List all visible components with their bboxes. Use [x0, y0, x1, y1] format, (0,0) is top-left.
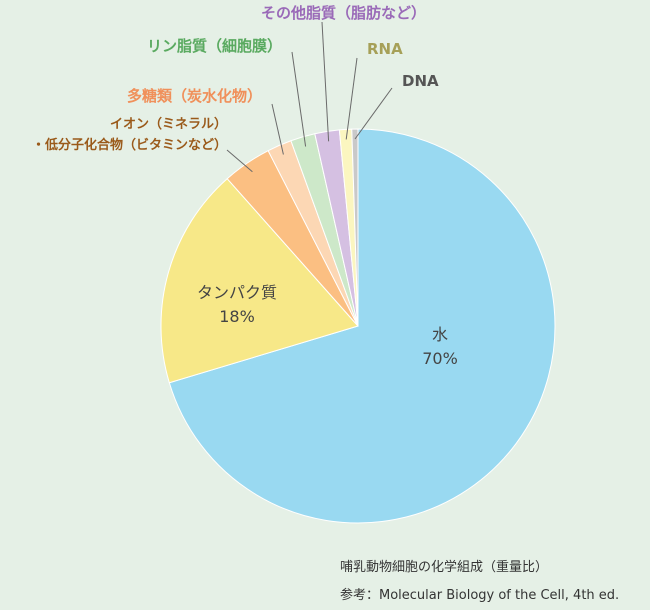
slice-label-2-line-0: イオン（ミネラル） — [110, 116, 227, 132]
leader-line-6 — [345, 57, 358, 140]
slice-label-5: その他脂質（脂肪など） — [261, 4, 426, 22]
slice-labels: 水 70% タンパク質 18% イオン（ミネラル） ・低分子化合物（ビタミンなど） 多糖類（… — [32, 4, 458, 368]
slice-label-6: RNA — [367, 40, 403, 58]
leader-line-3 — [271, 103, 284, 155]
slice-label-4: リン脂質（細胞膜） — [147, 37, 282, 55]
slice-label-7: DNA — [402, 72, 439, 90]
leader-line-4 — [291, 51, 307, 147]
pie-slices — [160, 128, 556, 524]
slice-label-1: タンパク質 — [197, 283, 277, 302]
chart-source: 参考：Molecular Biology of the Cell, 4th ed… — [340, 588, 620, 603]
chart-caption: 哺乳動物細胞の化学組成（重量比） — [340, 560, 549, 575]
slice-label-3: 多糖類（炭水化物） — [127, 87, 262, 105]
pie-slice-1 — [160, 177, 359, 384]
slice-value-1: 18% — [219, 307, 255, 326]
leader-line-2 — [226, 149, 253, 173]
leader-line-5 — [321, 21, 330, 142]
pie-slice-7 — [351, 128, 359, 327]
leader-line-7 — [354, 87, 393, 140]
slice-label-0: 水 — [432, 325, 448, 344]
slice-label-2-line-1: ・低分子化合物（ビタミンなど） — [32, 137, 227, 153]
leader-lines — [226, 21, 393, 173]
slice-value-0: 70% — [422, 349, 458, 368]
pie-slice-0 — [168, 128, 556, 524]
